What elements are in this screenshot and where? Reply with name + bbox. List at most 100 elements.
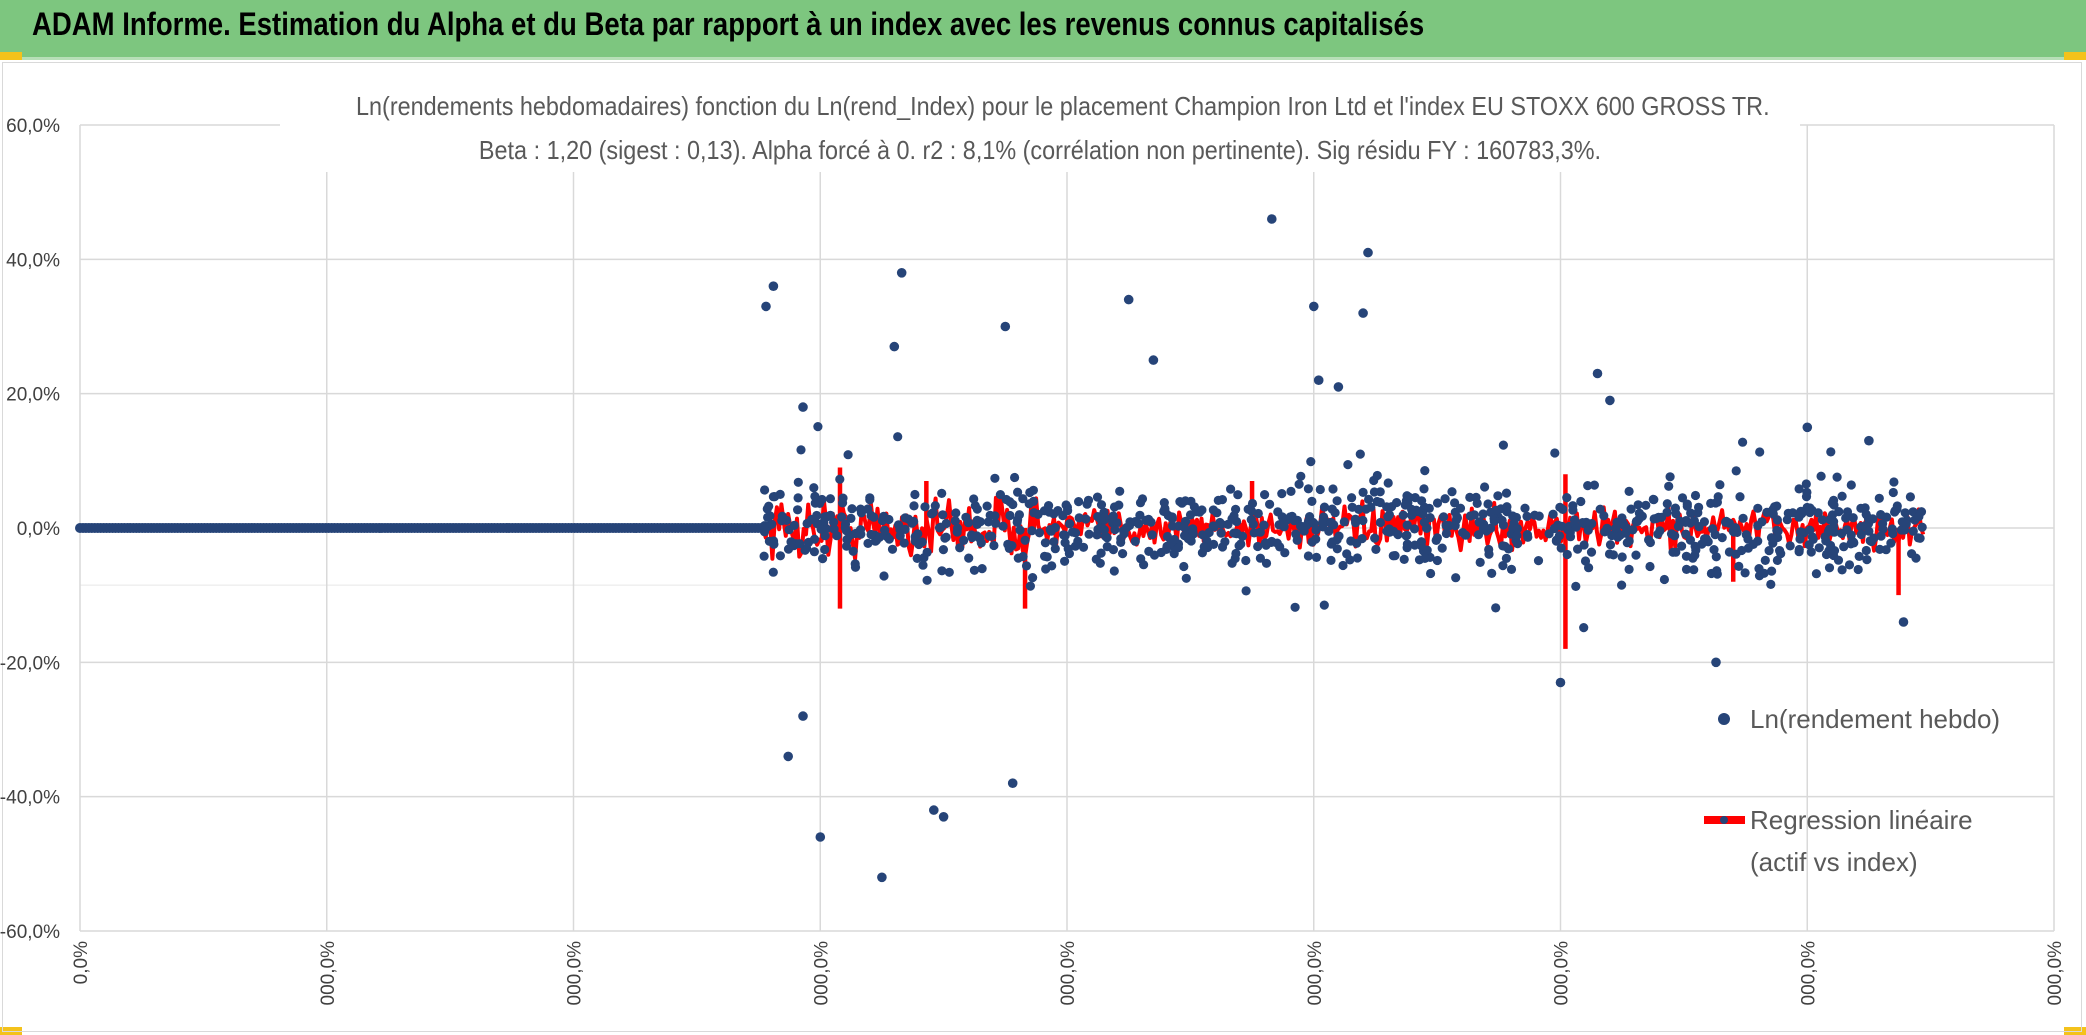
- data-point-outlier: [768, 281, 779, 292]
- data-point: [1099, 525, 1109, 535]
- data-point: [1234, 541, 1244, 551]
- x-tick-label: 000,0%: [811, 941, 832, 1006]
- data-point-outlier: [1898, 617, 1909, 627]
- data-point: [937, 566, 947, 576]
- data-point: [1624, 564, 1634, 575]
- data-point: [1118, 549, 1128, 559]
- data-point: [1673, 521, 1683, 532]
- data-point: [1028, 573, 1038, 583]
- data-point: [977, 564, 987, 574]
- data-point: [1096, 500, 1107, 510]
- data-point: [1802, 487, 1812, 497]
- data-point: [1905, 492, 1915, 502]
- data-point: [1469, 510, 1479, 520]
- data-point-outlier: [1555, 677, 1566, 688]
- data-point: [1191, 507, 1201, 517]
- data-point: [1472, 498, 1482, 508]
- data-point: [920, 502, 930, 512]
- data-point: [1506, 564, 1517, 575]
- data-point: [1697, 539, 1707, 549]
- data-point: [975, 533, 985, 544]
- data-point: [1229, 528, 1239, 538]
- report-banner: ADAM Informe. Estimation du Alpha et du …: [0, 0, 2086, 60]
- data-point: [1001, 494, 1011, 505]
- data-point: [1523, 532, 1533, 542]
- data-point-outlier: [1309, 301, 1319, 312]
- data-point: [1645, 537, 1655, 548]
- data-point: [1611, 523, 1621, 533]
- data-point: [1173, 543, 1183, 553]
- data-point: [1573, 544, 1583, 554]
- data-point: [1576, 496, 1586, 507]
- data-point: [895, 531, 905, 541]
- data-point-outlier: [1358, 308, 1368, 318]
- data-point: [1659, 574, 1669, 585]
- data-point: [1455, 503, 1466, 513]
- data-point: [775, 551, 786, 561]
- data-point: [1115, 486, 1125, 496]
- data-point: [1589, 480, 1599, 490]
- data-point-outlier: [889, 341, 900, 352]
- data-point-outlier: [1802, 422, 1813, 433]
- data-point: [1332, 544, 1342, 554]
- data-point: [1291, 529, 1301, 539]
- data-point: [1738, 513, 1748, 523]
- data-point: [1677, 541, 1687, 551]
- data-point: [1861, 509, 1871, 519]
- data-point: [1450, 498, 1460, 508]
- data-point: [1734, 561, 1744, 572]
- data-point: [1272, 538, 1282, 548]
- data-point: [1141, 515, 1151, 526]
- data-point-outlier: [1711, 657, 1721, 668]
- data-point: [1571, 522, 1581, 532]
- data-point: [1551, 535, 1562, 545]
- data-point: [1012, 517, 1022, 527]
- data-point: [1204, 527, 1214, 538]
- data-point: [1440, 494, 1450, 504]
- data-point: [1216, 528, 1226, 538]
- data-point: [809, 483, 819, 493]
- data-point: [843, 450, 853, 460]
- data-point: [1060, 530, 1070, 541]
- data-point: [1740, 568, 1750, 578]
- data-point: [1420, 466, 1430, 476]
- data-point-outlier: [877, 872, 887, 883]
- data-point: [1682, 501, 1692, 511]
- data-point: [1084, 529, 1094, 539]
- data-point-outlier: [815, 832, 826, 842]
- legend-marker-points: [1718, 713, 1730, 725]
- data-point: [1092, 530, 1102, 540]
- data-point: [1078, 542, 1089, 552]
- data-point: [1595, 504, 1605, 514]
- data-point: [1910, 515, 1920, 525]
- data-point: [1010, 472, 1020, 483]
- data-point: [1024, 499, 1034, 509]
- data-point: [990, 473, 1000, 483]
- data-point: [1332, 535, 1342, 545]
- data-point: [952, 527, 962, 537]
- data-point: [1352, 553, 1362, 563]
- data-point: [1900, 508, 1910, 518]
- data-point: [1655, 526, 1665, 536]
- data-point: [893, 520, 904, 530]
- data-point: [1109, 566, 1119, 576]
- data-point: [1020, 535, 1030, 545]
- data-point: [1868, 514, 1878, 524]
- data-point: [759, 551, 769, 561]
- data-point: [1422, 545, 1432, 555]
- data-point: [1060, 556, 1070, 566]
- data-point: [1404, 492, 1414, 502]
- data-point: [1074, 497, 1084, 507]
- data-point: [1478, 509, 1488, 519]
- data-point: [1253, 508, 1263, 519]
- data-point: [1015, 525, 1025, 535]
- data-point-outlier: [1267, 214, 1277, 224]
- data-point: [1689, 565, 1699, 575]
- data-point: [1677, 493, 1688, 503]
- data-point: [1474, 517, 1484, 527]
- data-point-outlier: [1605, 395, 1615, 406]
- data-point: [869, 512, 879, 522]
- data-point: [1382, 526, 1392, 536]
- data-point: [1081, 514, 1091, 524]
- data-point: [1241, 555, 1251, 566]
